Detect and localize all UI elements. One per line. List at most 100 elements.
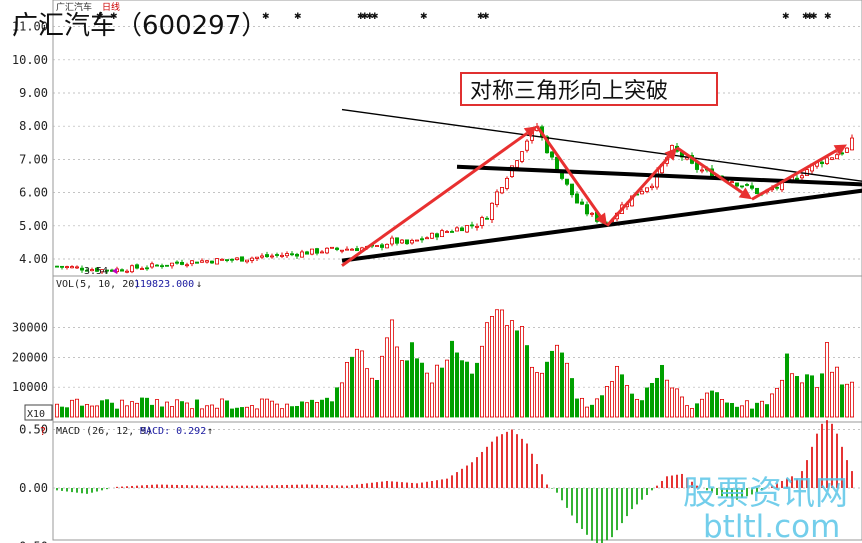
- volume-bar-up: [700, 398, 705, 418]
- macd-question-icon[interactable]: ?: [40, 425, 46, 438]
- volume-bar-down: [750, 408, 755, 418]
- volume-bar-down: [149, 404, 154, 418]
- volume-bar-up: [274, 403, 279, 418]
- candle-up: [90, 269, 95, 272]
- volume-bar-down: [655, 377, 660, 418]
- volume-tick-label: 10000: [12, 380, 48, 394]
- volume-bar-down: [785, 353, 790, 418]
- volume-bar-up: [55, 403, 60, 418]
- volume-bar-up: [720, 399, 725, 418]
- candle-up: [234, 257, 239, 260]
- candle-up: [414, 239, 419, 242]
- price-tick-label: 8.00: [19, 119, 48, 133]
- volume-bar-down: [100, 400, 105, 418]
- volume-bar-down: [329, 401, 334, 418]
- volume-bar-down: [525, 345, 530, 418]
- candle-down: [85, 269, 90, 272]
- candle-down: [580, 201, 585, 205]
- candle-down: [264, 254, 269, 258]
- volume-bar-up: [499, 309, 504, 418]
- price-tick-label: 10.00: [12, 53, 48, 67]
- candle-down: [449, 231, 454, 233]
- candle-down: [750, 185, 755, 189]
- macd-tick-label: -0.50: [12, 540, 48, 543]
- candle-up: [399, 239, 404, 244]
- volume-bar-down: [765, 404, 770, 418]
- candle-up: [730, 181, 735, 184]
- volume-bar-up: [70, 399, 75, 418]
- candle-up: [835, 154, 840, 160]
- mini-stock-name: 广汇汽车: [56, 1, 92, 13]
- candle-down: [80, 267, 85, 271]
- volume-bar-down: [454, 352, 459, 418]
- candle-down: [314, 248, 319, 254]
- candle-up: [374, 245, 379, 247]
- macd-label: MACD (26, 12, 9): [56, 426, 152, 437]
- volume-bar-down: [349, 356, 354, 418]
- candle-up: [139, 268, 144, 270]
- volume-bar-up: [625, 385, 630, 418]
- candle-down: [154, 264, 159, 267]
- macd-histogram: [56, 420, 853, 543]
- volume-bar-up: [339, 382, 344, 418]
- volume-value: 119823.000: [134, 279, 194, 290]
- volume-bar-up: [835, 366, 840, 418]
- volume-bar-up: [259, 398, 264, 418]
- candle-up: [504, 177, 509, 189]
- chart-title: 广汇汽车（600297）: [12, 11, 267, 41]
- candle-up: [349, 248, 354, 251]
- volume-bar-down: [224, 400, 229, 418]
- volume-bar-up: [399, 360, 404, 418]
- candle-down: [334, 247, 339, 250]
- candle-up: [830, 157, 835, 160]
- candle-up: [269, 255, 274, 258]
- volume-bar-up: [174, 399, 179, 418]
- candle-up: [149, 263, 154, 268]
- volume-bar-up: [189, 408, 194, 418]
- volume-bars: [55, 309, 855, 418]
- candle-up: [590, 212, 595, 215]
- candle-up: [845, 147, 850, 153]
- volume-bar-down: [239, 407, 244, 418]
- volume-bar-up: [685, 405, 690, 418]
- volume-bar-down: [545, 361, 550, 418]
- volume-bar-down: [805, 374, 810, 418]
- candle-up: [339, 249, 344, 252]
- event-star-icon: ✱: [810, 12, 818, 22]
- candle-down: [274, 254, 279, 256]
- candle-down: [134, 264, 139, 269]
- volume-bar-down: [60, 406, 65, 418]
- volume-bar-up: [825, 342, 830, 418]
- volume-bar-down: [194, 399, 199, 418]
- volume-bar-down: [630, 393, 635, 418]
- watermark-title: 股票资讯网: [683, 473, 848, 512]
- macd-arrow-icon: ↑: [207, 426, 213, 437]
- candle-up: [169, 262, 174, 267]
- volume-bar-up: [489, 316, 494, 418]
- volume-bar-up: [214, 407, 219, 418]
- volume-bar-up: [595, 398, 600, 418]
- candle-down: [179, 261, 184, 265]
- volume-bar-down: [755, 402, 760, 418]
- annotation-box: [460, 72, 718, 106]
- candle-down: [565, 178, 570, 185]
- volume-bar-up: [760, 400, 765, 418]
- candle-up: [129, 265, 134, 273]
- volume-bar-down: [620, 374, 625, 418]
- volume-bar-down: [464, 361, 469, 418]
- candle-up: [464, 225, 469, 233]
- volume-bar-down: [640, 400, 645, 418]
- candle-down: [120, 269, 125, 272]
- volume-bar-up: [209, 404, 214, 418]
- volume-bar-up: [665, 379, 670, 418]
- volume-bar-down: [105, 399, 110, 418]
- volume-bar-up: [675, 388, 680, 418]
- event-star-icon: ✱: [96, 12, 104, 22]
- volume-bar-up: [434, 364, 439, 418]
- volume-bar-up: [169, 406, 174, 418]
- price-tick-label: 5.00: [19, 219, 48, 233]
- candle-up: [329, 246, 334, 249]
- price-tick-label: 6.00: [19, 186, 48, 200]
- volume-bar-down: [600, 395, 605, 418]
- volume-bar-up: [705, 392, 710, 418]
